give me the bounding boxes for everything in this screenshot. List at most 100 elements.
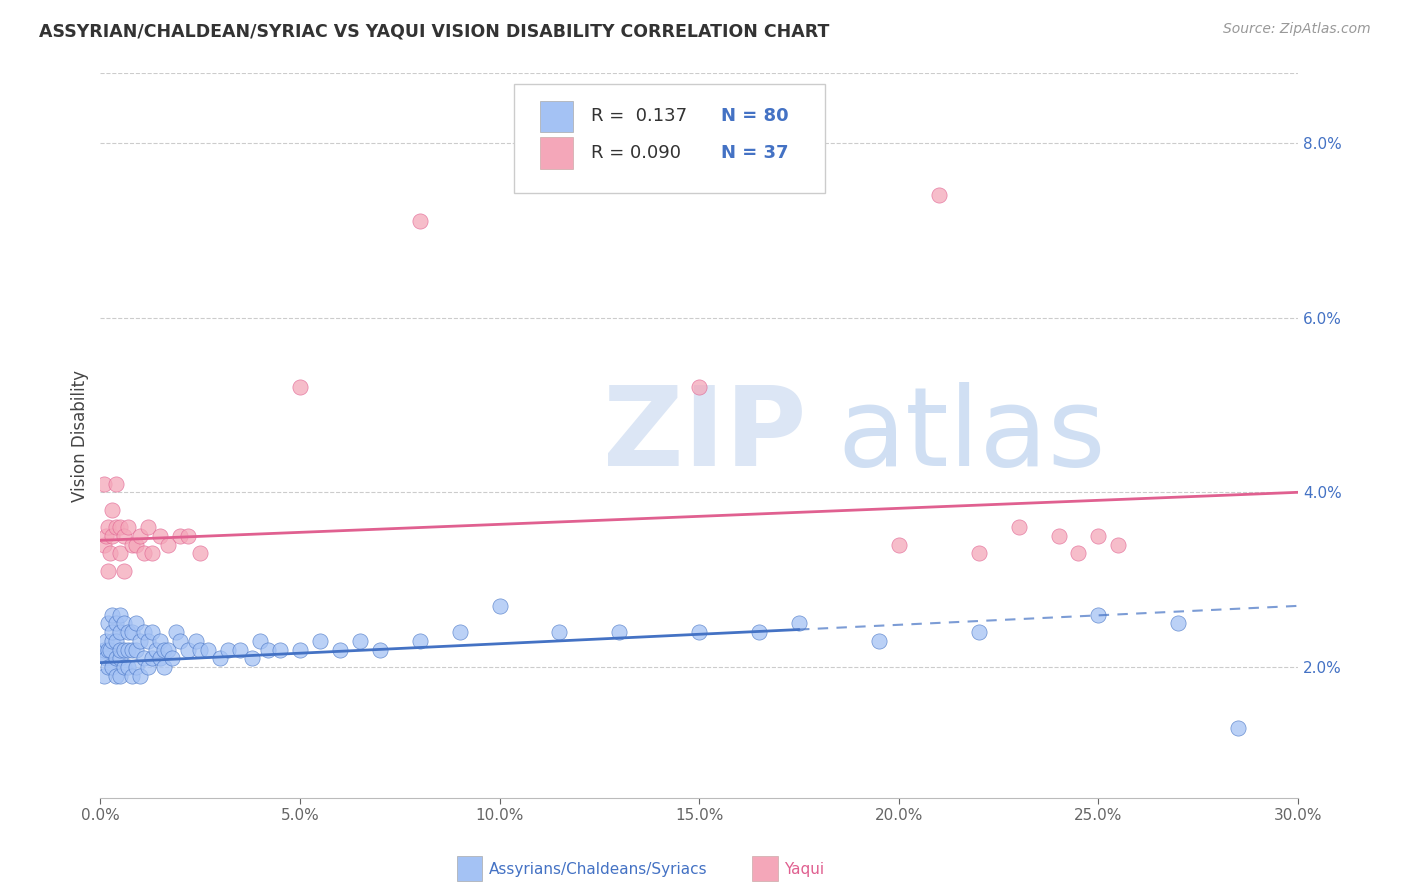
Point — [349, 633, 371, 648]
Point — [93, 669, 115, 683]
Point — [125, 642, 148, 657]
FancyBboxPatch shape — [540, 136, 574, 169]
Point — [91, 647, 114, 661]
Text: Source: ZipAtlas.com: Source: ZipAtlas.com — [1223, 22, 1371, 37]
Point — [110, 607, 132, 622]
Point — [197, 642, 219, 657]
Point — [121, 642, 143, 657]
Point — [217, 642, 239, 657]
Point — [309, 633, 332, 648]
Point — [153, 642, 176, 657]
Point — [112, 564, 135, 578]
Point — [149, 529, 172, 543]
Point — [1227, 721, 1250, 735]
Point — [136, 660, 159, 674]
Point — [117, 625, 139, 640]
Text: R =  0.137: R = 0.137 — [592, 107, 688, 126]
Point — [409, 633, 432, 648]
Point — [101, 633, 124, 648]
Point — [110, 520, 132, 534]
Point — [449, 625, 471, 640]
Text: ZIP: ZIP — [603, 382, 807, 489]
Point — [240, 651, 263, 665]
Point — [1107, 538, 1129, 552]
Point — [157, 642, 180, 657]
Text: Assyrians/Chaldeans/Syriacs: Assyrians/Chaldeans/Syriacs — [489, 863, 707, 877]
Point — [112, 616, 135, 631]
Point — [967, 546, 990, 560]
Point — [117, 520, 139, 534]
Point — [96, 633, 118, 648]
Point — [96, 651, 118, 665]
Point — [153, 660, 176, 674]
Point — [149, 633, 172, 648]
Point — [93, 642, 115, 657]
Point — [125, 660, 148, 674]
Point — [928, 188, 950, 202]
Point — [229, 642, 252, 657]
Point — [149, 651, 172, 665]
Point — [1087, 529, 1109, 543]
Point — [188, 642, 211, 657]
Point — [101, 660, 124, 674]
Point — [110, 651, 132, 665]
Point — [169, 529, 191, 543]
FancyBboxPatch shape — [513, 84, 825, 193]
Text: N = 80: N = 80 — [721, 107, 789, 126]
Point — [97, 660, 120, 674]
Point — [125, 538, 148, 552]
Point — [1067, 546, 1090, 560]
Point — [121, 538, 143, 552]
Point — [157, 538, 180, 552]
Point — [129, 669, 152, 683]
Point — [101, 529, 124, 543]
Point — [967, 625, 990, 640]
Point — [887, 538, 910, 552]
Point — [868, 633, 890, 648]
Point — [98, 642, 121, 657]
Point — [101, 502, 124, 516]
Point — [177, 642, 200, 657]
Point — [134, 651, 156, 665]
Text: N = 37: N = 37 — [721, 144, 789, 161]
Point — [249, 633, 271, 648]
Point — [117, 660, 139, 674]
Point — [110, 669, 132, 683]
Point — [98, 546, 121, 560]
Point — [97, 564, 120, 578]
Point — [105, 476, 128, 491]
Point — [141, 651, 163, 665]
Point — [688, 625, 710, 640]
Point — [141, 625, 163, 640]
Point — [288, 642, 311, 657]
Point — [117, 642, 139, 657]
Y-axis label: Vision Disability: Vision Disability — [72, 369, 89, 501]
Point — [329, 642, 352, 657]
Point — [288, 380, 311, 394]
Text: R = 0.090: R = 0.090 — [592, 144, 682, 161]
Point — [96, 529, 118, 543]
Point — [93, 476, 115, 491]
Point — [105, 669, 128, 683]
Point — [257, 642, 280, 657]
Point — [160, 651, 183, 665]
Point — [269, 642, 291, 657]
Point — [97, 642, 120, 657]
Point — [169, 633, 191, 648]
Point — [368, 642, 391, 657]
Point — [97, 616, 120, 631]
Text: atlas: atlas — [837, 382, 1105, 489]
Point — [609, 625, 631, 640]
Point — [209, 651, 232, 665]
Point — [121, 669, 143, 683]
Point — [141, 546, 163, 560]
FancyBboxPatch shape — [540, 101, 574, 132]
Point — [101, 625, 124, 640]
Point — [101, 607, 124, 622]
Point — [110, 546, 132, 560]
Point — [1047, 529, 1070, 543]
Point — [165, 625, 187, 640]
Point — [748, 625, 770, 640]
Point — [112, 642, 135, 657]
Point — [134, 546, 156, 560]
